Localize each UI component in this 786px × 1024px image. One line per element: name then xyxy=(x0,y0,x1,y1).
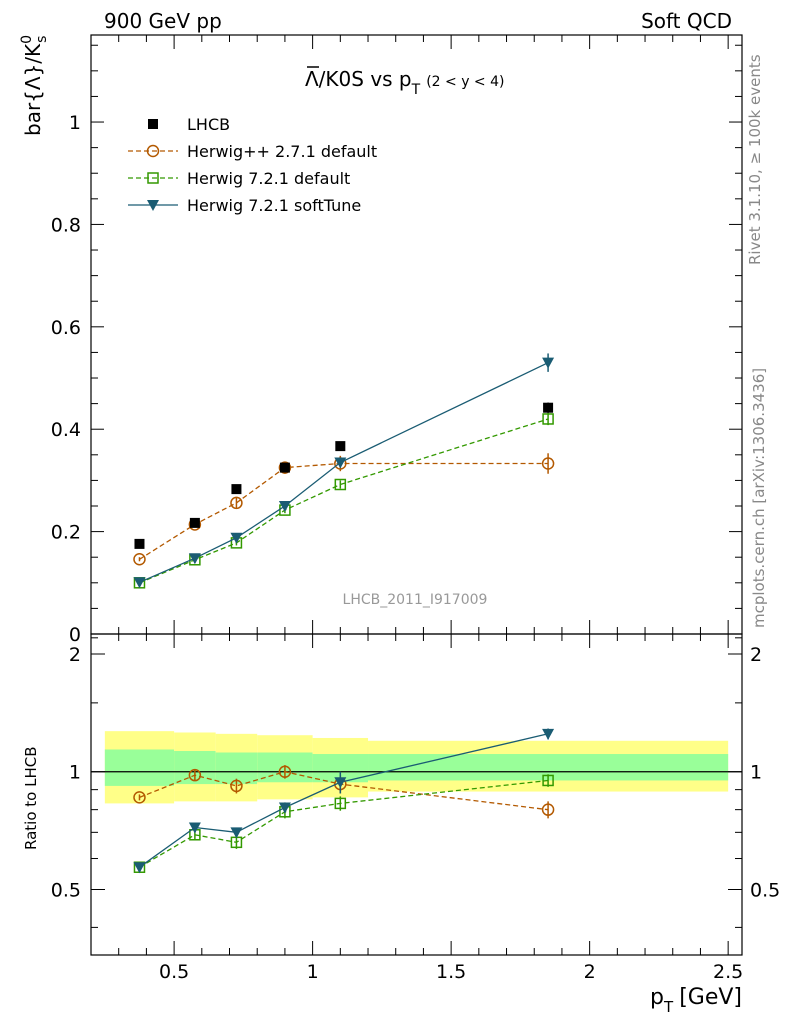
main-series-1-point xyxy=(230,496,243,510)
main-x-ticks xyxy=(90,35,729,634)
main-y-label-sub: s xyxy=(34,36,50,43)
ratio-series-3-line xyxy=(139,733,549,868)
ratio-y-tick-label-right: 1 xyxy=(750,762,762,784)
header-left: 900 GeV pp xyxy=(104,9,222,33)
main-series-3-point xyxy=(278,501,291,513)
ratio-y-ticks: 0.5 0.5 1 1 2 2 xyxy=(51,637,780,928)
ratio-y-tick-label: 0.5 xyxy=(51,879,81,901)
ratio-y-tick-label-right: 2 xyxy=(750,644,762,666)
main-series-2-point xyxy=(334,478,347,491)
main-series-3-point xyxy=(188,553,201,565)
legend-marker xyxy=(147,200,159,211)
main-plot-panel: 0 0.2 0.4 0.6 0.8 1 LHCB_2011_I917009 Λ/K0S v… xyxy=(19,34,743,646)
main-series-3-point xyxy=(133,577,146,589)
mcplots-label: mcplots.cern.ch [arXiv:1306.3436] xyxy=(750,368,768,628)
x-tick-label: 2.5 xyxy=(713,961,743,983)
rivet-label: Rivet 3.1.10, ≥ 100k events xyxy=(746,54,764,265)
legend-marker xyxy=(147,172,159,184)
main-series-lhcb-point xyxy=(543,402,554,413)
main-y-tick-label: 0.8 xyxy=(51,214,81,236)
ratio-x-ticks: 0.5 1 1.5 2 2.5 xyxy=(90,634,743,983)
ratio-series-1-point xyxy=(133,791,146,804)
ratio-y-tick-label: 2 xyxy=(69,644,81,666)
x-label-unit: [GeV] xyxy=(679,985,742,1010)
x-tick-label: 2 xyxy=(584,961,596,983)
ratio-series-3-point xyxy=(542,728,555,740)
main-series-lhcb-point xyxy=(231,484,242,495)
main-series-3-point xyxy=(230,532,243,544)
x-tick-label: 1 xyxy=(307,961,319,983)
legend-label: Herwig++ 2.7.1 default xyxy=(187,142,377,161)
ratio-series-1-point xyxy=(541,803,555,816)
main-series-3-point xyxy=(334,457,347,469)
main-series-3-line xyxy=(139,362,549,583)
ratio-series-1-line xyxy=(139,771,549,811)
ratio-series-1-point xyxy=(188,768,202,782)
x-tick-label: 1.5 xyxy=(436,961,466,983)
legend: LHCB Herwig++ 2.7.1 default Herwig 7.2.1 d… xyxy=(128,115,377,215)
legend-label: Herwig 7.2.1 default xyxy=(187,169,350,188)
ratio-plot-frame xyxy=(90,633,743,956)
ratio-y-tick-label-right: 0.5 xyxy=(750,879,780,901)
main-series-1-line xyxy=(139,462,549,560)
watermark: LHCB_2011_I917009 xyxy=(343,592,488,608)
main-y-tick-label: 1 xyxy=(69,112,81,134)
main-y-axis-label: bar{Λ}/K0s xyxy=(19,35,50,136)
main-series-1-point xyxy=(133,553,146,566)
ratio-series-3-point xyxy=(278,802,291,814)
ratio-y-tick-label: 1 xyxy=(69,762,81,784)
legend-label: LHCB xyxy=(187,115,230,134)
main-series-1-point xyxy=(541,457,555,470)
main-y-label-sup: 0 xyxy=(19,35,35,44)
ratio-series-3-point xyxy=(188,822,201,834)
ratio-series-3-point xyxy=(133,862,146,874)
ratio-series-2-point xyxy=(542,774,554,787)
main-series-2-line xyxy=(139,418,549,584)
chart-title-range: (2 < y < 4) xyxy=(426,74,504,90)
ratio-uncertainty-band-inner xyxy=(104,749,175,786)
main-series-3-point xyxy=(542,357,555,369)
x-axis-label: pT [GeV] xyxy=(650,985,742,1016)
legend-marker xyxy=(148,119,158,129)
main-y-label-text: bar{Λ}/K xyxy=(21,43,45,136)
main-y-tick-label: 0 xyxy=(69,624,81,646)
legend-marker xyxy=(146,144,160,158)
ratio-series-2-point xyxy=(334,797,347,810)
x-tick-label: 0.5 xyxy=(159,961,189,983)
main-series-2-point xyxy=(542,413,554,425)
x-label-text: p xyxy=(650,985,664,1010)
legend-label: Herwig 7.2.1 softTune xyxy=(187,196,361,215)
main-y-tick-label: 0.4 xyxy=(51,419,81,441)
main-y-ticks: 0 0.2 0.4 0.6 0.8 1 xyxy=(51,44,742,646)
ratio-series-3-point xyxy=(334,777,347,789)
main-series-1-point xyxy=(278,461,292,474)
main-y-tick-label: 0.6 xyxy=(51,317,81,339)
ratio-series-3-point xyxy=(230,827,243,839)
ratio-series-1-point xyxy=(278,765,292,778)
x-label-sub: T xyxy=(663,998,674,1016)
main-series-lhcb-point xyxy=(134,538,145,549)
header-right: Soft QCD xyxy=(641,9,732,33)
main-plot-content xyxy=(133,353,555,589)
main-series-lhcb-point xyxy=(279,462,290,473)
ratio-series-1-point xyxy=(230,779,243,793)
ratio-plot-content xyxy=(91,728,742,874)
main-y-tick-label: 0.2 xyxy=(51,522,81,544)
chart-title-main: Λ/K0S vs p xyxy=(305,67,412,91)
main-series-lhcb-point xyxy=(335,441,346,452)
ratio-y-axis-label: Ratio to LHCB xyxy=(22,746,40,850)
chart-title-sub: T xyxy=(411,82,421,98)
main-series-lhcb-point xyxy=(189,517,200,528)
ratio-plot-panel: 0.5 0.5 1 1 2 2 0.5 1 1.5 2 2.5 Ratio to LHCB pT [… xyxy=(22,633,780,1016)
chart-title: Λ/K0S vs pT (2 < y < 4) xyxy=(305,67,504,98)
